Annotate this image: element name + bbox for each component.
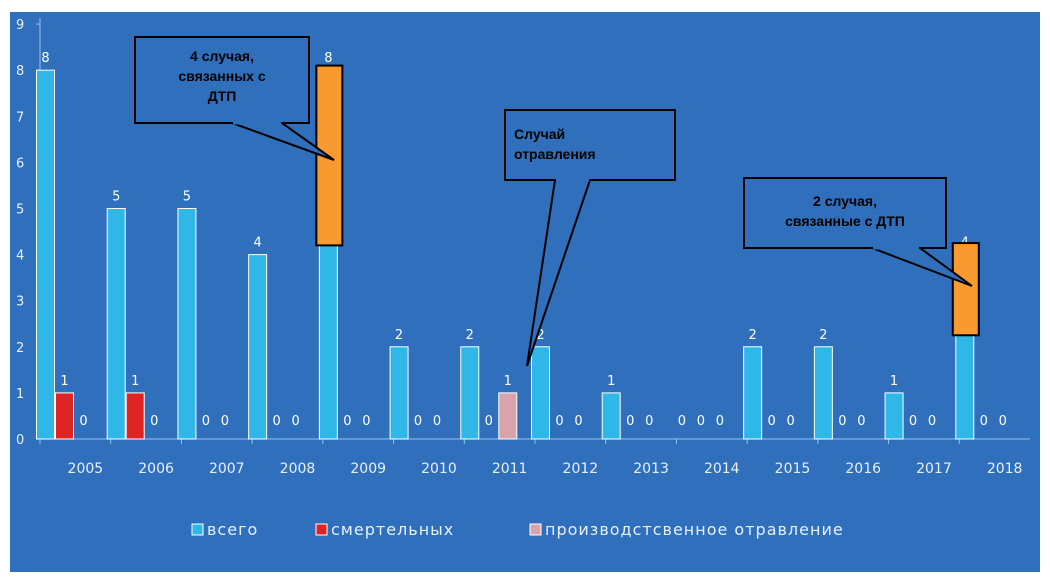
callout-2011-text: Случай [514,126,565,142]
data-label: 0 [414,414,422,429]
data-label: 0 [273,414,281,429]
x-tick-label: 2013 [633,461,669,477]
data-label: 0 [909,414,917,429]
legend-swatch-total [191,523,204,536]
data-label: 0 [999,414,1007,429]
data-label: 0 [362,414,370,429]
data-label: 5 [183,190,191,205]
data-label: 0 [787,414,795,429]
x-tick-label: 2010 [421,461,457,477]
data-label: 0 [202,414,210,429]
callout-2009-text: ДТП [208,88,237,104]
callout-2018-box [743,177,947,249]
data-label: 4 [254,236,262,251]
legend-swatch-fatal [315,523,328,536]
x-tick-label: 2007 [209,461,245,477]
bar-total [531,346,550,440]
callout-2018-text: связанные с ДТП [785,213,905,229]
x-tick-label: 2009 [350,461,386,477]
legend-label-total: всего [207,520,258,539]
x-tick-label: 2008 [280,461,316,477]
y-tick-label: 2 [16,341,24,356]
data-label: 0 [716,414,724,429]
x-tick-label: 2005 [68,461,104,477]
callout-2009-text: связанных с [178,68,265,84]
bar-total [601,392,621,440]
data-label: 0 [485,414,493,429]
data-label: 5 [112,190,120,205]
data-label: 0 [343,414,351,429]
x-tick-label: 2014 [704,461,740,477]
bar-total [884,392,904,440]
x-tick-label: 2006 [138,461,174,477]
bar-poisoning [498,392,518,440]
x-tick-label: 2017 [916,461,952,477]
highlight-segment [951,242,980,337]
data-label: 0 [626,414,634,429]
data-label: 0 [150,414,158,429]
data-label: 2 [395,328,403,343]
data-label: 0 [574,414,582,429]
x-tick-label: 2016 [845,461,881,477]
x-tick-label: 2011 [492,461,528,477]
bar-total [36,69,55,440]
data-label: 0 [555,414,563,429]
data-label: 0 [838,414,846,429]
data-label: 1 [890,374,898,389]
y-tick-label: 0 [16,433,24,448]
data-label: 0 [79,414,87,429]
data-label: 1 [607,374,615,389]
y-tick-label: 8 [16,64,24,79]
x-tick-label: 2012 [563,461,599,477]
data-label: 2 [466,328,474,343]
data-label: 1 [504,374,512,389]
data-label: 8 [41,51,49,66]
bar-fatal [125,392,145,440]
data-label: 2 [536,328,544,343]
data-label: 0 [433,414,441,429]
y-tick-label: 3 [16,295,24,310]
legend-label-fatal: смертельных [331,520,454,539]
data-label: 2 [819,328,827,343]
data-label: 8 [324,51,332,66]
data-label: 0 [697,414,705,429]
x-tick-label: 2015 [775,461,811,477]
y-tick-label: 6 [16,156,24,171]
legend-label-poisoning: производстсвенное отравление [545,520,844,539]
data-label: 0 [678,414,686,429]
data-label: 0 [645,414,653,429]
y-tick-label: 7 [16,110,24,125]
y-tick-label: 5 [16,203,24,218]
legend-swatch-poisoning [529,523,542,536]
bar-total [813,346,833,440]
bar-total [106,208,126,440]
data-label: 0 [928,414,936,429]
bar-fatal [55,392,74,440]
data-label: 0 [768,414,776,429]
bar-total [389,346,409,440]
callout-2018-text: 2 случая, [813,193,877,209]
data-label: 1 [60,374,68,389]
x-tick-label: 2018 [987,461,1023,477]
data-label: 0 [292,414,300,429]
data-label: 0 [857,414,865,429]
bar-total [177,208,197,440]
y-tick-label: 1 [16,387,24,402]
bar-total [743,346,763,440]
y-tick-label: 9 [16,18,24,33]
bar-total [248,254,268,440]
data-label: 2 [749,328,757,343]
y-tick-label: 4 [16,249,24,264]
data-label: 1 [131,374,139,389]
data-label: 0 [980,414,988,429]
data-label: 0 [221,414,229,429]
callout-2009-box [134,36,310,124]
callout-2009-text: 4 случая, [190,48,254,64]
bar-total [460,346,480,440]
callout-2011-box [504,109,676,181]
callout-2011-text: отравления [514,146,596,162]
